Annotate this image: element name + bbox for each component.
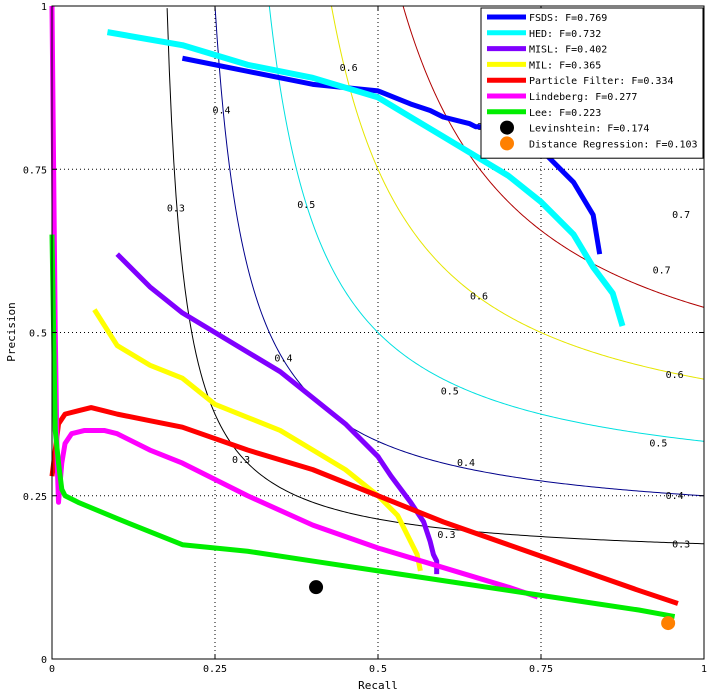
legend-swatch-7 [500, 120, 514, 135]
x-tick-label: 0.25 [203, 664, 227, 675]
legend-entry-3: MIL: F=0.365 [529, 60, 601, 71]
y-tick-label: 0 [41, 655, 47, 666]
legend-entry-5: Lindeberg: F=0.277 [529, 92, 637, 103]
iso-f-label: 0.5 [297, 200, 315, 211]
y-tick-label: 0.75 [23, 165, 47, 176]
iso-f-labels: 0.3 0.3 0.3 0.3 0.4 0.4 0.4 0.4 0.5 0.5 0.5 0.6 0.6 0… [167, 63, 690, 551]
x-axis-title: Recall [358, 679, 398, 692]
series-line-2 [115, 252, 440, 575]
legend-entry-2: MISL: F=0.402 [529, 45, 607, 56]
series-line-6 [49, 234, 676, 620]
iso-f-label: 0.6 [666, 370, 684, 381]
iso-f-label: 0.5 [441, 386, 459, 397]
iso-f-label: 0.6 [470, 292, 488, 303]
iso-f-label: 0.7 [653, 265, 671, 276]
legend-entry-1: HED: F=0.732 [529, 29, 601, 40]
legend-swatch-8 [500, 136, 514, 151]
iso-f-label: 0.4 [212, 105, 230, 116]
iso-f-label: 0.3 [232, 455, 250, 466]
y-tick-label: 1 [41, 2, 47, 13]
iso-f-curves [166, 6, 705, 545]
series-line-5 [49, 5, 539, 600]
iso-f-curve-0.6 [330, 6, 705, 380]
series-point-7 [309, 580, 324, 595]
legend-entry-8: Distance Regression: F=0.103 [529, 139, 698, 150]
iso-f-curve-0.3 [166, 8, 705, 545]
iso-f-label: 0.3 [167, 203, 185, 214]
legend: FSDS: F=0.769 HED: F=0.732 MISL: F=0.402 MI… [480, 7, 704, 159]
series-line-3 [92, 308, 423, 572]
legend-entry-0: FSDS: F=0.769 [529, 13, 607, 24]
iso-f-label: 0.4 [457, 458, 475, 469]
legend-entry-6: Lee: F=0.223 [529, 108, 601, 119]
iso-f-curve-0.5 [268, 6, 705, 442]
y-axis-title: Precision [5, 302, 18, 362]
series-line-1 [106, 29, 626, 327]
iso-f-label: 0.4 [274, 354, 292, 365]
iso-f-label: 0.7 [672, 210, 690, 221]
iso-f-label: 0.4 [666, 491, 684, 502]
x-tick-label: 1 [701, 664, 707, 675]
x-tick-label: 0 [49, 664, 55, 675]
x-tick-label: 0.5 [369, 664, 387, 675]
iso-f-label: 0.3 [437, 530, 455, 541]
y-axis-ticks: 0 0.25 0.5 0.75 1 [23, 2, 704, 666]
legend-entry-4: Particle Filter: F=0.334 [529, 76, 674, 87]
x-axis-ticks: 0 0.25 0.5 0.75 1 [49, 6, 707, 675]
series-lines [49, 5, 679, 631]
iso-f-curve-0.4 [214, 7, 705, 497]
series-line-4 [49, 405, 679, 606]
x-tick-label: 0.75 [529, 664, 553, 675]
y-tick-label: 0.25 [23, 492, 47, 503]
legend-entry-7: Levinshtein: F=0.174 [529, 124, 649, 135]
iso-f-label: 0.5 [649, 439, 667, 450]
iso-f-label: 0.3 [672, 540, 690, 551]
iso-f-curve-0.7 [402, 6, 705, 308]
iso-f-label: 0.6 [340, 63, 358, 74]
series-point-8 [661, 616, 676, 631]
y-tick-label: 0.5 [29, 329, 47, 340]
